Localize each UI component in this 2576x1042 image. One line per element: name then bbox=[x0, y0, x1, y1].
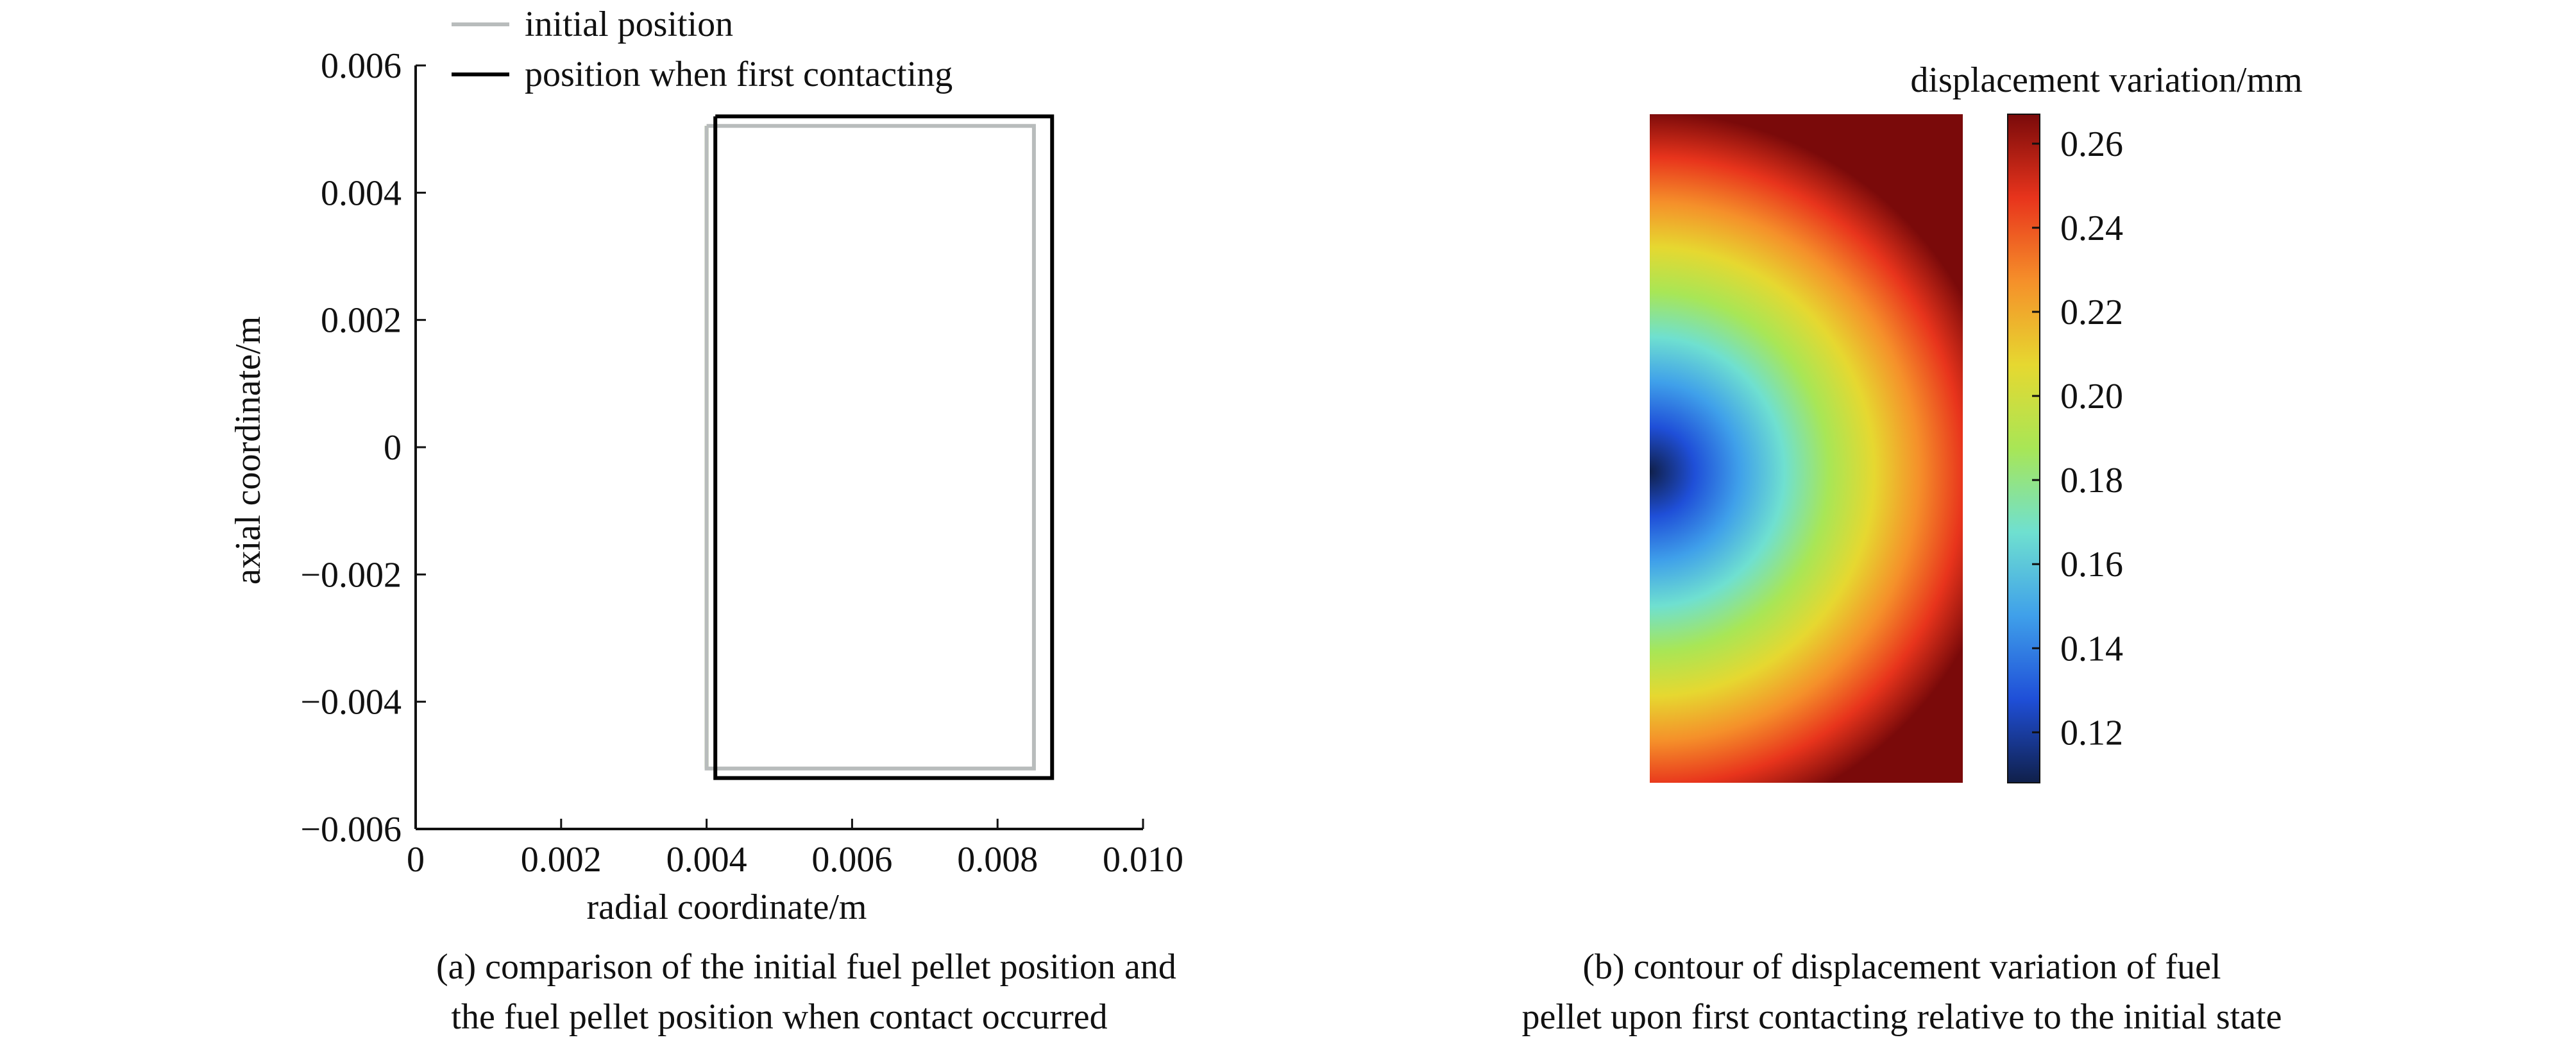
x-tick-label: 0.008 bbox=[957, 840, 1038, 880]
y-tick-label: −0.004 bbox=[300, 683, 402, 722]
caption-a-line-1: (a) comparison of the initial fuel pelle… bbox=[436, 947, 1176, 987]
colorbar: 0.12 0.14 0.16 0.18 0.20 0.22 0.24 0.26 bbox=[2007, 114, 2123, 783]
series-first-contact-position bbox=[713, 114, 1055, 780]
caption-b-line-1: (b) contour of displacement variation of… bbox=[1582, 947, 2221, 987]
y-tick-label: 0 bbox=[384, 428, 402, 468]
caption-b-line-2: pellet upon first contacting relative to… bbox=[1521, 997, 2282, 1037]
x-tick-label: 0.010 bbox=[1103, 840, 1183, 880]
x-tick-label: 0 bbox=[407, 840, 425, 880]
colorbar-tick-label: 0.22 bbox=[2060, 293, 2123, 332]
colorbar-tick-label: 0.24 bbox=[2060, 209, 2123, 248]
colorbar-tick-label: 0.16 bbox=[2060, 545, 2123, 585]
y-tick-label: 0.004 bbox=[321, 173, 402, 213]
legend-label: initial position bbox=[525, 4, 733, 44]
colorbar-gradient bbox=[2007, 114, 2040, 783]
colorbar-tick-label: 0.20 bbox=[2060, 377, 2123, 416]
x-tick-label: 0.004 bbox=[666, 840, 747, 880]
caption-b: (b) contour of displacement variation of… bbox=[1411, 942, 2393, 1042]
y-tick-label: 0.002 bbox=[321, 301, 402, 341]
contour-field bbox=[1650, 114, 1963, 783]
y-tick-label: −0.006 bbox=[300, 810, 402, 850]
colorbar-tick-label: 0.18 bbox=[2060, 461, 2123, 500]
caption-a: (a) comparison of the initial fuel pelle… bbox=[436, 942, 1176, 1042]
y-axis-title: axial coordinate/m bbox=[228, 316, 268, 585]
x-axis-title: radial coordinate/m bbox=[587, 887, 867, 927]
colorbar-tick-label: 0.14 bbox=[2060, 629, 2123, 669]
y-tick-label: −0.002 bbox=[300, 555, 402, 595]
colorbar-tick-label: 0.12 bbox=[2060, 713, 2123, 753]
y-tick-label: 0.006 bbox=[321, 46, 402, 86]
series-initial-position bbox=[704, 124, 1036, 771]
colorbar-tick-label: 0.26 bbox=[2060, 124, 2123, 164]
displacement-contour bbox=[1650, 114, 1963, 783]
x-tick-label: 0.006 bbox=[811, 840, 892, 880]
x-tick-label: 0.002 bbox=[521, 840, 602, 880]
colorbar-title: displacement variation/mm bbox=[1910, 60, 2302, 100]
caption-a-line-2: the fuel pellet position when contact oc… bbox=[451, 997, 1108, 1037]
legend-label: position when first contacting bbox=[525, 55, 953, 94]
